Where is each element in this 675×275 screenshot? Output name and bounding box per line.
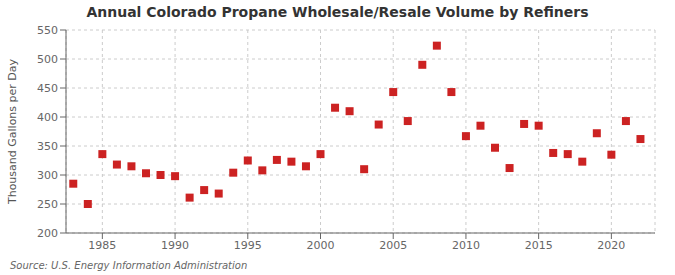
svg-text:1985: 1985 (88, 239, 116, 252)
svg-text:2010: 2010 (452, 239, 480, 252)
svg-text:400: 400 (37, 111, 58, 124)
svg-text:300: 300 (37, 169, 58, 182)
svg-text:2005: 2005 (379, 239, 407, 252)
html-text:Annual Colorado Propane Wholes: Annual Colorado Propane Wholesale/Resale… (86, 4, 589, 20)
svg-text:550: 550 (37, 24, 58, 37)
svg-text:450: 450 (37, 82, 58, 95)
svg-text:1995: 1995 (234, 239, 262, 252)
svg-text:2015: 2015 (525, 239, 553, 252)
svg-text:2000: 2000 (307, 239, 335, 252)
svg-text:350: 350 (37, 140, 58, 153)
svg-text:200: 200 (37, 227, 58, 240)
svg-text:1990: 1990 (161, 239, 189, 252)
html-text:Source: U.S. Energy Informatio: Source: U.S. Energy Information Administ… (10, 260, 248, 271)
svg-text:2020: 2020 (597, 239, 625, 252)
svg-text:250: 250 (37, 198, 58, 211)
svg-text:500: 500 (37, 53, 58, 66)
svg-text:Thousand Gallons per Day: Thousand Gallons per Day (8, 58, 19, 205)
